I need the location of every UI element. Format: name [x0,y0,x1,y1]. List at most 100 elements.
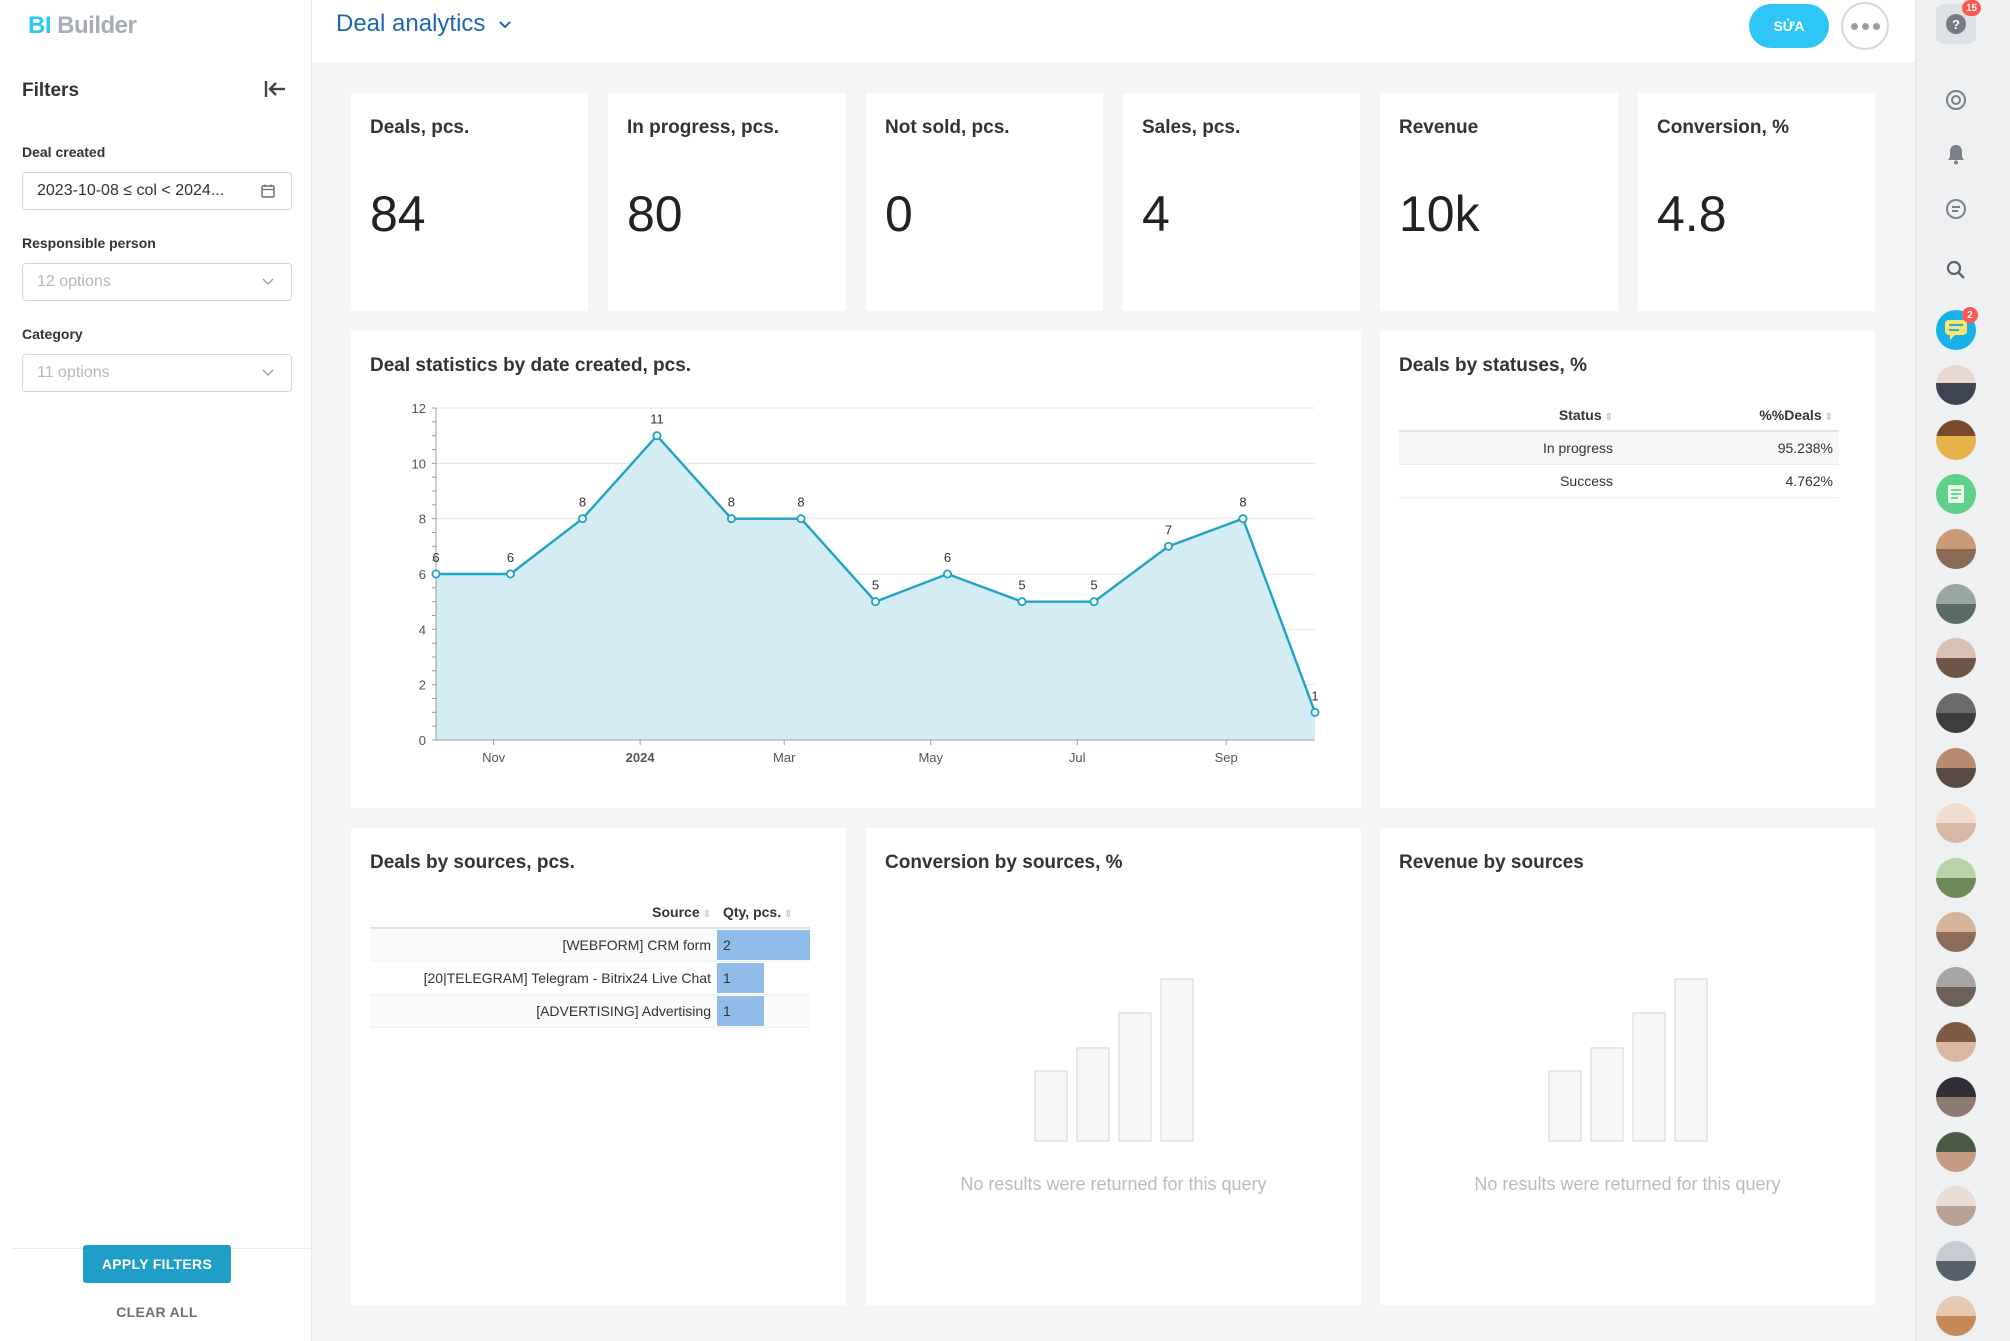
data-label: 6 [944,550,951,565]
kpi-value: 0 [885,186,913,242]
column-header-source[interactable]: Source ⇕ [370,896,717,929]
avatar[interactable] [1936,1186,1976,1226]
table-row: [20|TELEGRAM] Telegram - Bitrix24 Live C… [370,961,810,995]
avatar[interactable] [1936,858,1976,898]
table-row: [WEBFORM] CRM form 2 [370,928,810,962]
avatar[interactable] [1936,420,1976,460]
data-label: 6 [507,550,514,565]
data-label: 1 [1311,688,1318,703]
logo-builder: Builder [57,12,137,39]
avatar[interactable] [1936,584,1976,624]
avatar[interactable] [1936,803,1976,843]
avatar[interactable] [1936,693,1976,733]
messenger-icon[interactable]: 2 [1936,307,1978,350]
table-row: [ADVERTISING] Advertising 1 [370,994,810,1028]
category-label: Category [22,326,83,342]
qty-cell: 1 [717,961,810,995]
column-header-label: %%Deals [1759,406,1822,423]
sort-icon[interactable]: ⇕ [784,908,793,920]
help-icon: ? [1946,14,1966,34]
kpi-value: 10k [1399,186,1480,242]
qty-bar [717,930,810,960]
empty-message: No results were returned for this query [960,1174,1267,1194]
dashboard-header: Deal analytics SỬA [312,0,1915,62]
collapse-sidebar-icon[interactable] [262,78,292,104]
empty-state: No results were returned for this query [1380,978,1875,1195]
edit-button[interactable]: SỬA [1749,4,1829,48]
avatar[interactable] [1936,1077,1976,1117]
chevron-down-icon [499,21,512,29]
responsible-select[interactable]: 12 options [22,263,292,301]
qty-value: 1 [723,1002,731,1019]
search-icon[interactable] [1936,250,1976,290]
notification-badge: 15 [1962,0,1982,16]
percent-cell: 95.238% [1619,431,1839,465]
kpi-title: Deals, pcs. [370,117,470,138]
chat-icon[interactable] [1936,189,1976,229]
data-point [431,569,441,579]
more-options-button[interactable] [1841,2,1889,50]
column-header-deals[interactable]: %%Deals ⇕ [1619,399,1839,432]
logo-bi: BI [28,12,52,39]
y-tick-label: 12 [412,401,426,416]
qty-bar [717,962,764,993]
filters-sidebar: BI Builder Filters Deal created 2023-10-… [0,0,312,1341]
filters-title: Filters [22,80,80,101]
bell-icon[interactable] [1936,134,1976,174]
source-cell: [ADVERTISING] Advertising [370,994,717,1028]
avatar[interactable] [1936,912,1976,952]
empty-bar-chart-icon [1547,978,1708,1142]
avatar[interactable] [1936,1241,1976,1281]
column-header-qty[interactable]: Qty, pcs. ⇕ [717,896,810,929]
kpi-title: Sales, pcs. [1142,117,1241,138]
empty-bar-chart-icon [1033,978,1194,1142]
kpi-title: Conversion, % [1657,117,1789,138]
kpi-value: 4.8 [1657,186,1727,242]
app-logo[interactable]: BI Builder [28,12,137,40]
deal-created-input[interactable]: 2023-10-08 ≤ col < 2024... [22,172,292,210]
data-label: 5 [872,578,879,593]
dashboard-selector[interactable]: Deal analytics [336,10,513,38]
chevron-down-icon [259,273,277,291]
responsible-label: Responsible person [22,235,156,251]
table-header-row: Status ⇕ %%Deals ⇕ [1399,399,1839,432]
clear-all-button[interactable]: CLEAR ALL [116,1304,198,1320]
avatar[interactable] [1936,1132,1976,1172]
right-rail: ? 15 2 [1915,0,2010,1341]
table-header-row: Source ⇕ Qty, pcs. ⇕ [370,896,810,929]
activity-stream-icon[interactable] [1936,80,1976,120]
dot [1872,22,1880,30]
y-tick-label: 4 [419,622,426,637]
x-tick-label: Jul [1069,750,1086,765]
revenue-by-sources-card: Revenue by sources No results were retur… [1380,828,1875,1305]
avatar[interactable] [1936,638,1976,678]
avatar[interactable] [1936,1296,1976,1336]
avatar[interactable] [1936,748,1976,788]
document-icon[interactable] [1936,474,1976,514]
data-point [1089,597,1099,607]
avatar[interactable] [1936,967,1976,1007]
column-header-status[interactable]: Status ⇕ [1399,399,1619,432]
calendar-icon[interactable] [259,182,277,200]
apply-filters-button[interactable]: APPLY FILTERS [83,1245,231,1283]
help-button[interactable]: ? 15 [1936,0,1982,44]
statuses-table: Status ⇕ %%Deals ⇕ In progress 95.238% Suc… [1399,399,1839,498]
data-point [726,514,736,524]
avatar[interactable] [1936,365,1976,405]
kpi-title: Not sold, pcs. [885,117,1010,138]
data-point [1164,541,1174,551]
deal-created-label: Deal created [22,144,106,160]
deal-statistics-card: Deal statistics by date created, pcs. 0 2… [351,331,1361,808]
data-label: 5 [1018,578,1025,593]
data-point [1017,597,1027,607]
avatar[interactable] [1936,529,1976,569]
y-tick-label: 0 [419,733,426,748]
source-cell: [20|TELEGRAM] Telegram - Bitrix24 Live C… [370,961,717,995]
sort-icon[interactable]: ⇕ [1824,411,1833,423]
sort-icon[interactable]: ⇕ [1604,411,1613,423]
sort-icon[interactable]: ⇕ [702,908,711,920]
data-label: 8 [797,495,804,510]
avatar[interactable] [1936,1022,1976,1062]
page-title: Deal analytics [336,10,486,37]
category-select[interactable]: 11 options [22,354,292,392]
